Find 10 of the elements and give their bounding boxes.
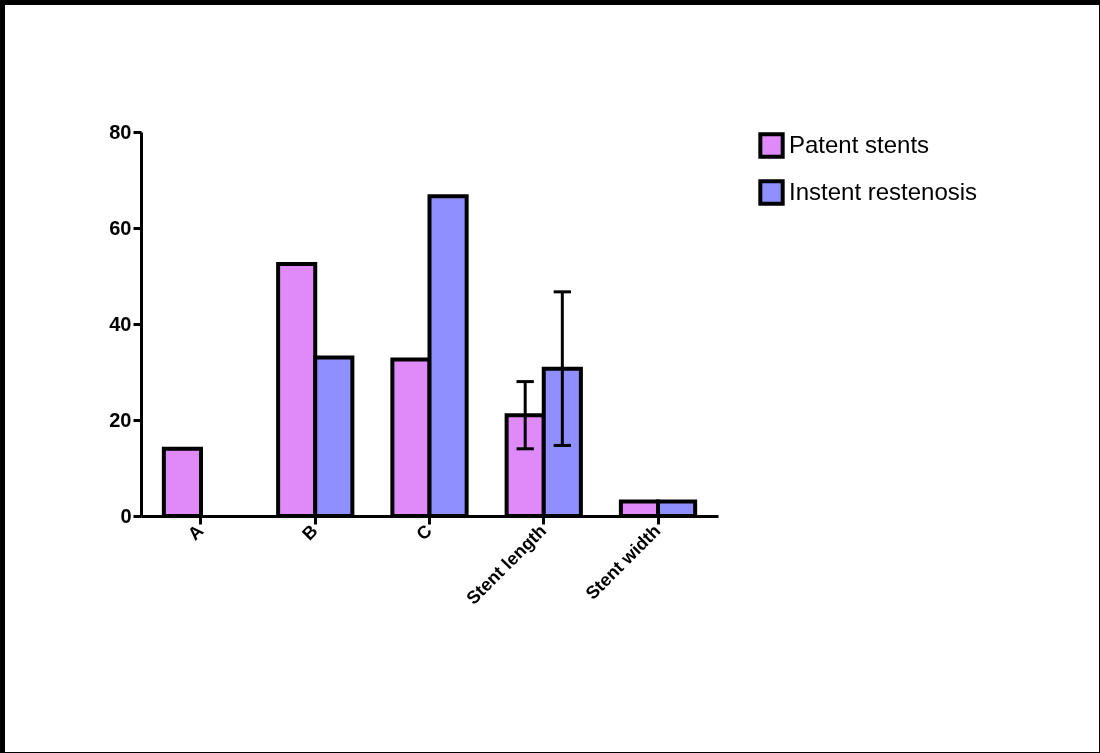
legend-label: Patent stents: [789, 130, 930, 158]
y-tick-label: 40: [109, 312, 132, 335]
x-tick-label: A: [184, 520, 208, 545]
y-tick-label: 80: [109, 120, 132, 143]
y-tick-label: 20: [109, 408, 132, 431]
x-tick-label: C: [412, 520, 436, 545]
x-tick-label: B: [298, 520, 322, 545]
y-tick-label: 0: [120, 504, 132, 527]
y-tick-label: 60: [109, 216, 132, 239]
legend-label: Instent restenosis: [789, 177, 978, 205]
